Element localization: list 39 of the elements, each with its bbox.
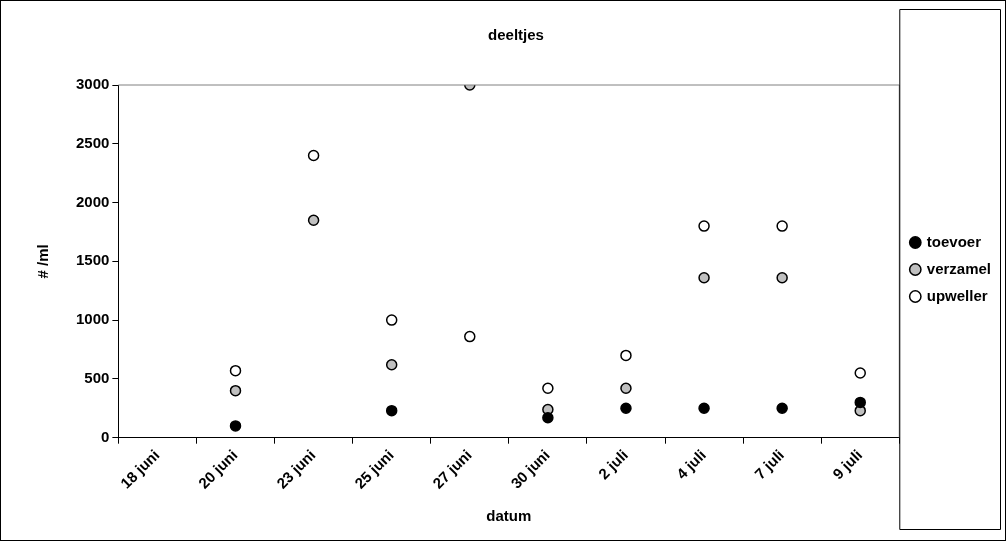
point	[698, 220, 710, 232]
point	[307, 149, 320, 162]
point	[229, 420, 242, 432]
legend-label: toevoer	[926, 232, 982, 250]
legend-label: verzamel	[926, 259, 992, 277]
y-tick-label: 2500	[75, 133, 110, 151]
y-tick-label: 3000	[75, 75, 110, 93]
x-tick-label: 2 juli	[594, 446, 632, 483]
point	[385, 314, 398, 326]
y-tick-label: 0	[101, 427, 110, 445]
point	[464, 330, 476, 343]
x-axis-title: datum	[486, 507, 532, 525]
y-tick-label: 500	[84, 369, 110, 387]
x-tick-label: 7 juli	[751, 446, 788, 483]
point	[776, 272, 788, 284]
point	[698, 272, 710, 284]
x-tick-label: 4 juli	[672, 446, 710, 483]
point	[854, 396, 866, 409]
point	[385, 404, 398, 417]
legend-label: upweller	[926, 286, 988, 304]
point	[620, 402, 632, 415]
point	[542, 411, 554, 424]
point	[620, 349, 632, 362]
point	[776, 402, 788, 415]
point	[229, 364, 242, 377]
point	[698, 402, 710, 415]
point	[307, 214, 320, 226]
point	[620, 382, 632, 395]
point	[776, 220, 788, 232]
point	[542, 382, 554, 395]
y-tick-label: 2000	[75, 192, 110, 210]
point	[385, 359, 398, 371]
point	[854, 367, 866, 379]
y-axis-title: # /ml	[34, 244, 52, 279]
y-tick-label: 1000	[75, 310, 110, 328]
x-tick-label: 9 juli	[829, 446, 866, 483]
point	[229, 384, 242, 397]
chart-title: deeltjes	[488, 26, 544, 44]
y-tick-label: 1500	[75, 251, 110, 269]
